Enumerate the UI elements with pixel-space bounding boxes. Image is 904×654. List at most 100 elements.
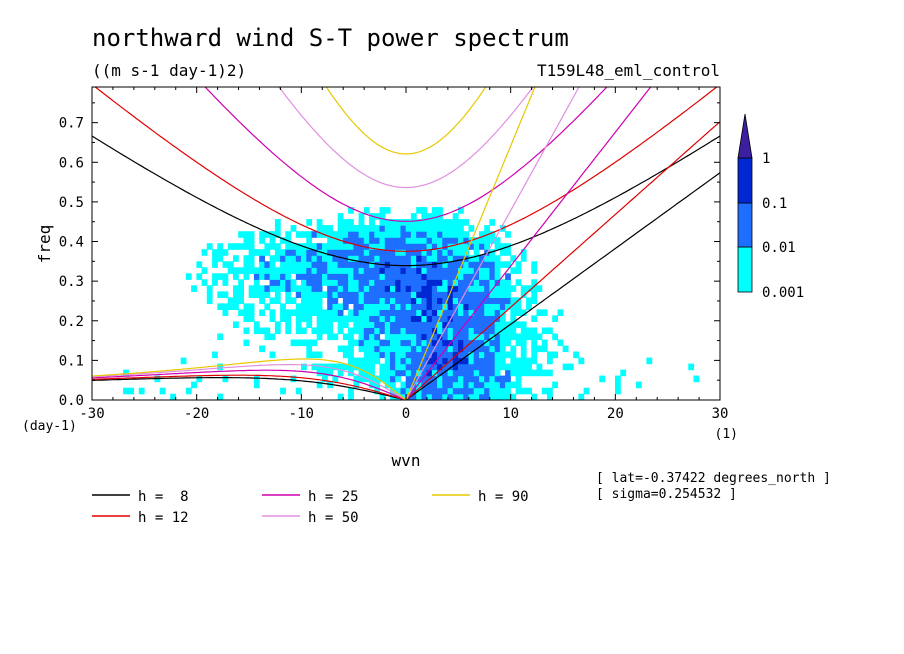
power-cell <box>322 243 328 250</box>
power-cell <box>316 315 323 322</box>
power-cell <box>484 291 490 298</box>
power-cell <box>442 249 449 256</box>
power-cell <box>342 363 349 371</box>
power-cell <box>520 309 527 316</box>
power-cell <box>301 255 307 262</box>
power-cell <box>505 249 511 256</box>
power-cell <box>274 255 281 262</box>
power-cell <box>342 291 349 298</box>
power-cell <box>515 261 522 268</box>
power-cell <box>510 363 517 371</box>
power-cell <box>458 381 464 389</box>
power-cell <box>468 345 475 353</box>
power-cell <box>452 339 459 347</box>
power-cell <box>316 267 323 274</box>
power-cell <box>358 333 365 341</box>
power-cell <box>458 363 464 371</box>
power-cell <box>358 261 365 268</box>
power-cell <box>452 213 459 220</box>
power-cell <box>405 333 412 341</box>
power-cell <box>248 231 255 238</box>
power-cell <box>505 297 511 304</box>
power-cell <box>468 351 475 359</box>
power-cell <box>285 261 292 268</box>
power-cell <box>515 339 522 347</box>
power-cell <box>248 285 255 292</box>
power-cell <box>384 333 391 341</box>
power-cell <box>316 303 323 310</box>
power-cell <box>463 381 470 389</box>
power-cell <box>484 333 490 341</box>
power-cell <box>426 255 433 262</box>
power-cell <box>395 249 401 256</box>
y-unit-label: (day-1) <box>22 419 77 434</box>
power-cell <box>337 219 344 226</box>
power-cell <box>285 267 292 274</box>
power-cell <box>531 393 538 400</box>
power-cell <box>416 273 422 280</box>
power-cell <box>369 219 375 226</box>
power-cell <box>437 333 443 341</box>
power-cell <box>395 387 401 395</box>
power-cell <box>306 285 313 292</box>
power-cell <box>447 261 454 268</box>
power-cell <box>494 333 501 341</box>
power-cell <box>426 279 433 286</box>
power-cell <box>353 321 360 328</box>
power-cell <box>494 381 501 389</box>
power-cell <box>615 375 621 383</box>
power-cell <box>243 261 250 268</box>
power-cell <box>227 243 234 250</box>
power-cell <box>405 345 412 353</box>
power-cell <box>421 255 428 262</box>
power-cell <box>520 363 527 371</box>
power-cell <box>374 345 381 353</box>
power-cell <box>494 345 501 353</box>
power-cell <box>227 267 234 274</box>
power-cell <box>400 243 407 250</box>
power-cell <box>400 351 407 359</box>
power-cell <box>573 351 579 359</box>
power-cell <box>489 279 496 286</box>
power-cell <box>583 387 590 395</box>
power-cell <box>515 357 522 365</box>
power-cell <box>369 345 375 353</box>
power-cell <box>479 231 485 238</box>
power-cell <box>259 273 265 280</box>
power-cell <box>400 249 407 256</box>
power-cell <box>426 381 433 389</box>
power-cell <box>452 261 459 268</box>
power-cell <box>421 387 428 395</box>
power-cell <box>447 291 454 298</box>
power-cell <box>426 267 433 274</box>
power-cell <box>306 297 313 304</box>
power-cell <box>489 381 496 389</box>
power-cell <box>410 219 417 226</box>
power-cell <box>520 327 527 335</box>
power-cell <box>473 339 480 347</box>
power-cell <box>259 237 265 244</box>
power-cell <box>526 363 532 371</box>
power-cell <box>274 291 281 298</box>
power-cell <box>301 261 307 268</box>
power-cell <box>311 303 318 310</box>
power-cell <box>452 249 459 256</box>
dispersion-curve <box>94 87 718 252</box>
power-cell <box>332 375 339 383</box>
power-cell <box>390 267 396 274</box>
power-cell <box>363 279 370 286</box>
power-cell <box>442 243 449 250</box>
power-cell <box>369 297 375 304</box>
power-cell <box>348 387 354 395</box>
power-cell <box>431 207 438 214</box>
power-cell <box>473 243 480 250</box>
y-tick-label: 0.0 <box>59 393 84 409</box>
power-cell <box>489 249 496 256</box>
power-cell <box>233 243 239 250</box>
power-cell <box>510 297 517 304</box>
power-cell <box>520 333 527 341</box>
power-cell <box>327 231 333 238</box>
power-cell <box>374 291 381 298</box>
power-cell <box>416 375 422 383</box>
